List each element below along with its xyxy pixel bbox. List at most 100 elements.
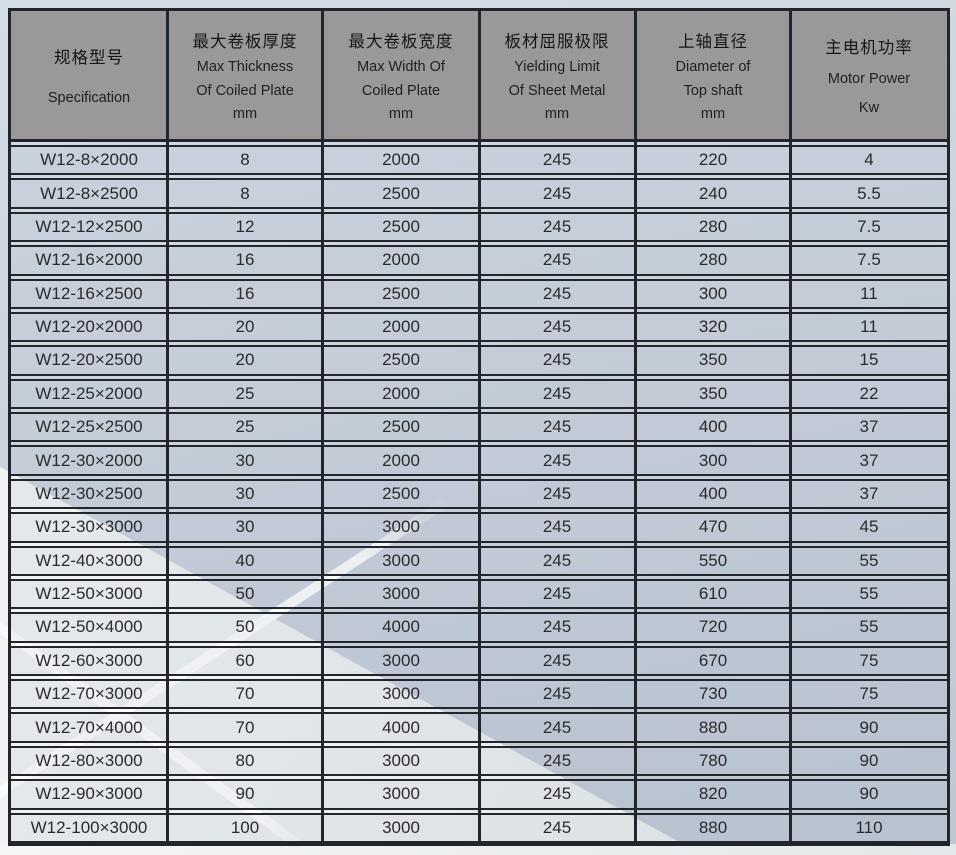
value-cell: 55 <box>859 617 879 637</box>
model-cell: W12-80×3000 <box>35 750 143 770</box>
specification-table: 规格型号 Specification 最大卷板厚度 Max Thickness Of C… <box>8 8 950 846</box>
header-cell: 板材屈服极限 Yielding Limit Of Sheet Metal mm <box>479 11 635 139</box>
table-body: W12-8×2000 8 2000 245 220 4 W12-8×2500 8 2500 245… <box>11 145 947 843</box>
value-cell: 7.5 <box>857 216 881 236</box>
value-cell: 37 <box>859 450 879 470</box>
model-cell: W12-70×4000 <box>35 717 143 737</box>
table-row: W12-20×2000 20 2000 245 320 11 <box>11 311 947 343</box>
value-cell: 3000 <box>382 784 420 804</box>
value-cell: 350 <box>698 350 728 370</box>
value-cell: 75 <box>859 684 879 704</box>
value-cell: 245 <box>542 550 572 570</box>
value-cell: 245 <box>542 250 572 270</box>
value-cell: 720 <box>698 617 728 637</box>
model-cell: W12-40×3000 <box>35 550 143 570</box>
value-cell: 16 <box>235 283 255 303</box>
table-row: W12-100×3000 100 3000 245 880 110 <box>11 812 947 843</box>
value-cell: 11 <box>860 317 878 337</box>
header-label-en: mm <box>544 105 570 122</box>
value-cell: 2500 <box>382 483 420 503</box>
value-cell: 3000 <box>382 750 420 770</box>
table-row: W12-8×2500 8 2500 245 240 5.5 <box>11 178 947 209</box>
model-cell: W12-30×2500 <box>35 483 143 503</box>
value-cell: 240 <box>698 183 728 203</box>
value-cell: 610 <box>698 584 728 604</box>
model-cell: W12-25×2500 <box>35 417 143 437</box>
model-cell: W12-8×2000 <box>40 150 138 170</box>
header-cell: 最大卷板厚度 Max Thickness Of Coiled Plate mm <box>167 11 323 139</box>
header-label-en: Max Thickness <box>196 59 294 76</box>
value-cell: 780 <box>698 750 728 770</box>
value-cell: 245 <box>542 817 572 837</box>
table-row: W12-80×3000 80 3000 245 780 90 <box>11 745 947 777</box>
model-cell: W12-70×3000 <box>35 684 143 704</box>
value-cell: 2500 <box>382 417 420 437</box>
value-cell: 55 <box>859 584 879 604</box>
header-label-zh: 板材屈服极限 <box>504 33 610 52</box>
header-label-en: Diameter of <box>675 59 751 76</box>
model-cell: W12-30×2000 <box>35 450 143 470</box>
value-cell: 3000 <box>382 550 420 570</box>
header-label-zh: 上轴直径 <box>678 33 748 52</box>
value-cell: 25 <box>235 383 255 403</box>
value-cell: 55 <box>859 550 879 570</box>
value-cell: 50 <box>235 584 255 604</box>
header-row: 规格型号 Specification 最大卷板厚度 Max Thickness Of C… <box>11 11 947 142</box>
value-cell: 2500 <box>382 183 420 203</box>
value-cell: 37 <box>859 483 879 503</box>
value-cell: 400 <box>698 483 728 503</box>
value-cell: 4000 <box>382 617 420 637</box>
value-cell: 670 <box>698 650 728 670</box>
value-cell: 3000 <box>382 517 420 537</box>
value-cell: 4000 <box>382 717 420 737</box>
value-cell: 2500 <box>382 283 420 303</box>
header-label-zh: 规格型号 <box>54 48 124 67</box>
value-cell: 245 <box>542 150 572 170</box>
header-label-en: Specification <box>47 90 131 107</box>
value-cell: 470 <box>698 517 728 537</box>
table-row: W12-8×2000 8 2000 245 220 4 <box>11 145 947 176</box>
header-cell: 规格型号 Specification <box>11 11 167 139</box>
table-row: W12-12×2500 12 2500 245 280 7.5 <box>11 211 947 243</box>
header-label-en: mm <box>700 105 726 122</box>
value-cell: 2000 <box>382 450 420 470</box>
value-cell: 320 <box>698 317 728 337</box>
value-cell: 30 <box>235 483 255 503</box>
model-cell: W12-50×3000 <box>35 584 143 604</box>
value-cell: 90 <box>235 784 255 804</box>
value-cell: 11 <box>860 283 878 303</box>
table-row: W12-60×3000 60 3000 245 670 75 <box>11 645 947 676</box>
value-cell: 245 <box>542 283 572 303</box>
value-cell: 75 <box>859 650 879 670</box>
value-cell: 245 <box>542 350 572 370</box>
value-cell: 2000 <box>382 317 420 337</box>
value-cell: 300 <box>698 450 728 470</box>
value-cell: 3000 <box>382 684 420 704</box>
value-cell: 4 <box>864 150 874 170</box>
value-cell: 820 <box>698 784 728 804</box>
value-cell: 2500 <box>382 216 420 236</box>
value-cell: 7.5 <box>857 250 881 270</box>
value-cell: 22 <box>859 383 879 403</box>
table-row: W12-30×2500 30 2500 245 400 37 <box>11 478 947 510</box>
model-cell: W12-8×2500 <box>40 183 138 203</box>
header-label-en: mm <box>232 105 258 122</box>
value-cell: 90 <box>859 750 879 770</box>
value-cell: 730 <box>698 684 728 704</box>
value-cell: 30 <box>235 517 255 537</box>
value-cell: 90 <box>859 717 879 737</box>
value-cell: 12 <box>235 216 255 236</box>
table-row: W12-90×3000 90 3000 245 820 90 <box>11 779 947 810</box>
value-cell: 3000 <box>382 584 420 604</box>
value-cell: 245 <box>542 216 572 236</box>
value-cell: 300 <box>698 283 728 303</box>
value-cell: 40 <box>235 550 255 570</box>
table-row: W12-50×3000 50 3000 245 610 55 <box>11 578 947 610</box>
table-row: W12-25×2000 25 2000 245 350 22 <box>11 378 947 409</box>
value-cell: 880 <box>698 817 728 837</box>
model-cell: W12-12×2500 <box>35 216 143 236</box>
table-row: W12-40×3000 40 3000 245 550 55 <box>11 545 947 576</box>
value-cell: 245 <box>542 383 572 403</box>
header-label-zh: 主电机功率 <box>825 39 913 57</box>
